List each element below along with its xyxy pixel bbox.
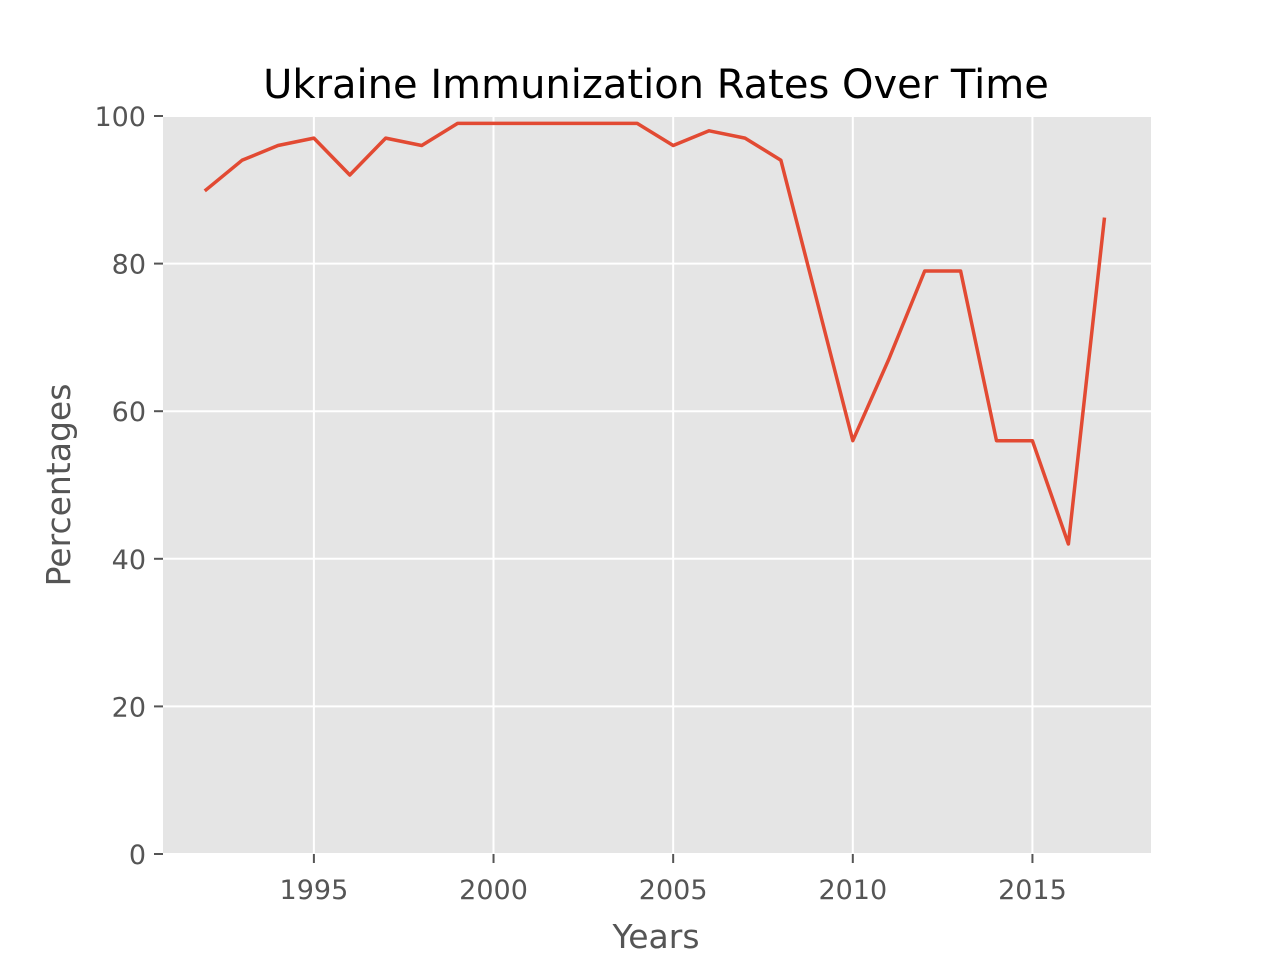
y-tick-label: 0 — [129, 840, 146, 871]
y-tick-label: 60 — [112, 397, 146, 428]
plot-area — [163, 116, 1151, 854]
chart-title: Ukraine Immunization Rates Over Time — [263, 62, 1049, 108]
y-tick-label: 40 — [112, 545, 146, 576]
x-axis-label: Years — [611, 917, 699, 956]
series-layer — [203, 121, 1107, 546]
grid-lines — [163, 115, 1151, 855]
y-tick-label: 100 — [94, 102, 146, 133]
y-tick-label: 20 — [112, 692, 146, 723]
y-tick-label: 80 — [112, 250, 146, 281]
axis-ticks: 1995 2000 2005 2010 2015 0 20 40 60 80 100 — [94, 102, 1066, 906]
x-tick-label: 2015 — [998, 875, 1067, 906]
series-line-0 — [203, 121, 1107, 546]
x-tick-label: 2010 — [818, 875, 887, 906]
x-tick-label: 2000 — [459, 875, 528, 906]
y-axis-label: Percentages — [39, 384, 78, 587]
x-tick-label: 2005 — [639, 875, 708, 906]
x-tick-label: 1995 — [280, 875, 349, 906]
